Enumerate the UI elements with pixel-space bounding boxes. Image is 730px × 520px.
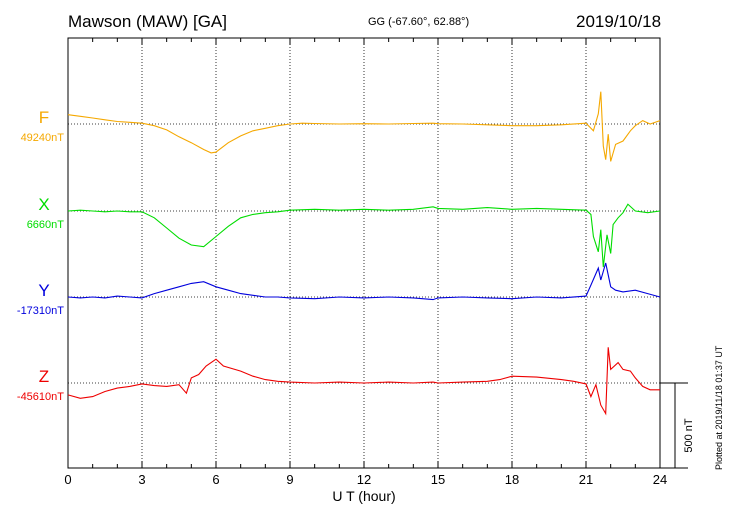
series-line-f [67,91,661,162]
series-line-z [67,347,660,416]
series-label-z: Z [39,367,49,386]
baseline-value-z: -45610nT [17,391,64,403]
station-coordinates: GG (-67.60°, 62.88°) [368,16,470,28]
x-tick-label: 3 [138,472,145,487]
x-tick-label: 6 [212,472,219,487]
series-label-f: F [39,108,49,127]
scale-bar-label: 500 nT [683,418,695,453]
x-tick-label: 12 [357,472,371,487]
baseline-value-f: 49240nT [21,132,65,144]
x-tick-label: 15 [431,472,445,487]
chart-title: Mawson (MAW) [GA] [68,12,227,31]
series-line-x [67,203,661,268]
baseline-value-x: 6660nT [27,219,65,231]
plotted-timestamp: Plotted at 2019/11/18 01:37 UT [714,345,724,470]
baseline-value-y: -17310nT [17,305,64,317]
x-tick-label: 0 [64,472,71,487]
series-label-y: Y [38,281,49,300]
x-axis-label: U T (hour) [332,488,395,504]
x-tick-label: 24 [653,472,667,487]
chart-date: 2019/10/18 [576,12,662,31]
plot-frame [67,37,661,469]
series-line-y [67,262,661,301]
x-tick-label: 21 [579,472,593,487]
series-label-x: X [38,195,49,214]
x-tick-label: 9 [286,472,293,487]
x-tick-label: 18 [505,472,519,487]
